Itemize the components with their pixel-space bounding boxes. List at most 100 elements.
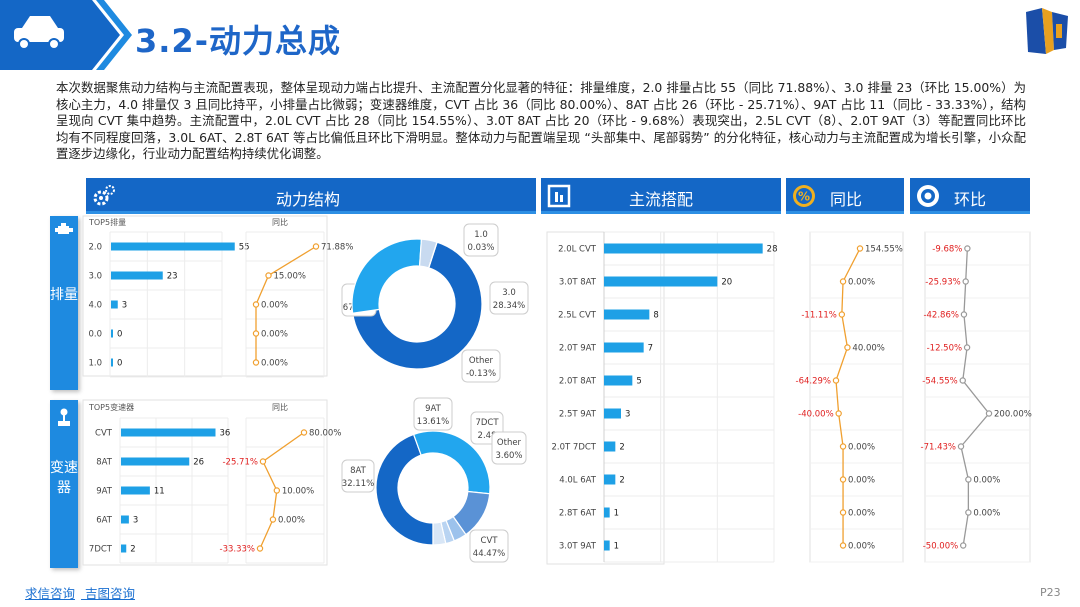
series-line: [960, 248, 990, 546]
pie-label-value: -0.13%: [466, 369, 496, 379]
chart-title: 同比: [272, 217, 288, 227]
side-trans-label: 变速器: [50, 460, 78, 496]
bar-value-label: 28: [767, 245, 778, 255]
data-label: -54.55%: [922, 377, 957, 387]
bar: [604, 375, 633, 386]
bar: [121, 428, 216, 437]
data-label: 0.00%: [848, 476, 875, 486]
bar-value-label: 11: [154, 487, 165, 497]
pie-label-box: [463, 223, 499, 257]
bar-category-label: 2.0: [88, 243, 102, 253]
section-mom-header: 环比: [910, 178, 1030, 214]
gears-icon: [93, 185, 115, 206]
series-point: [965, 509, 972, 516]
bar-category-label: 2.0T 9AT: [559, 344, 597, 354]
pie-label-value: 44.47%: [473, 549, 505, 559]
bar-category-label: 7DCT: [89, 545, 113, 555]
car-icon: [14, 16, 64, 50]
side-trans: 变速器: [50, 400, 78, 568]
bar-category-label: 2.5T 9AT: [559, 410, 597, 420]
data-label: -25.71%: [222, 458, 257, 468]
data-label: 40.00%: [852, 344, 884, 354]
series-point: [965, 476, 972, 483]
data-label: 200.00%: [994, 410, 1032, 420]
data-label: 71.88%: [321, 243, 353, 253]
data-label: 0.00%: [261, 330, 288, 340]
series-point: [839, 542, 847, 549]
bar-category-label: 4.0L 6AT: [559, 476, 597, 486]
header-banner: [0, 0, 132, 70]
series-point: [839, 509, 847, 516]
data-label: 0.00%: [973, 509, 1000, 519]
series-point: [962, 278, 969, 285]
series-point: [252, 330, 260, 337]
bar: [111, 329, 113, 338]
pie-label: CVT 44.47%: [469, 529, 509, 563]
series-point: [832, 377, 840, 384]
series-point: [252, 359, 260, 366]
series-point: [960, 542, 967, 549]
series-point: [835, 410, 842, 417]
bar: [604, 342, 644, 353]
pie-label-box: [461, 349, 501, 383]
section-yoy-header: % 同比: [786, 178, 904, 214]
data-label: 10.00%: [282, 487, 314, 497]
series-point: [856, 245, 864, 252]
bar-value-label: 2: [619, 476, 624, 486]
data-label: -71.43%: [921, 443, 956, 453]
bar-value-label: 23: [167, 272, 178, 282]
series-point: [985, 410, 993, 417]
bar-category-label: 4.0: [88, 301, 102, 311]
data-label: 0.00%: [848, 443, 875, 453]
pie-slice: [432, 521, 447, 546]
pie-slice: [375, 433, 434, 546]
footer-link-jitu[interactable]: 吉图咨询: [85, 586, 136, 601]
series-point: [300, 429, 308, 436]
bar-value-label: 0: [117, 330, 122, 340]
data-label: 0.00%: [278, 516, 305, 526]
series-point: [312, 243, 320, 250]
bar-category-label: 2.8T 6AT: [559, 509, 597, 519]
chart-title: TOP5排量: [88, 217, 126, 227]
pie-label-box: [491, 431, 527, 465]
data-label: 15.00%: [274, 272, 306, 282]
pie-label-name: Other: [497, 438, 522, 448]
bar-value-label: 0: [117, 359, 122, 369]
bar: [111, 358, 113, 367]
gear-shift-icon: [58, 408, 70, 426]
pie-label-box: [413, 397, 453, 431]
side-engine: 排量: [50, 216, 78, 390]
series-point: [963, 344, 971, 351]
pie-label-value: 32.11%: [342, 479, 374, 489]
pie-label: 1.0 0.03%: [463, 223, 499, 257]
bar-category-label: 2.0L CVT: [558, 245, 597, 255]
bar-category-label: 2.0T 7DCT: [552, 443, 597, 453]
series-line: [835, 248, 861, 546]
series-point: [839, 476, 847, 483]
data-label: 0.00%: [261, 301, 288, 311]
data-label: 80.00%: [309, 429, 341, 439]
bar-value-label: 1: [614, 509, 619, 519]
footer-link-qiuxin[interactable]: 求信咨询: [25, 586, 76, 601]
chart-icon: [547, 184, 571, 208]
bar-category-label: 2.0T 8AT: [559, 377, 597, 387]
section-mom-title: 环比: [954, 190, 987, 209]
data-label: -50.00%: [923, 542, 958, 552]
bar-category-label: 0.0: [88, 330, 102, 340]
bar-category-label: 3.0T 8AT: [559, 278, 597, 288]
bar-value-label: 3: [133, 516, 138, 526]
data-label: 154.55%: [865, 245, 903, 255]
series-point: [256, 545, 264, 552]
section-main-title: 主流搭配: [629, 190, 694, 209]
bar-value-label: 7: [648, 344, 653, 354]
bar-category-label: 6AT: [96, 516, 113, 526]
footer-links: 求信咨询 吉图咨询: [25, 583, 141, 602]
chart-panel: [82, 215, 328, 377]
pie-label: 3.0 28.34%: [489, 281, 529, 315]
bar: [121, 486, 150, 495]
bar-category-label: 1.0: [88, 359, 102, 369]
bar: [111, 300, 118, 309]
series-point: [252, 301, 260, 308]
chart-panel: [82, 399, 328, 566]
bar-value-label: 1: [614, 542, 619, 552]
